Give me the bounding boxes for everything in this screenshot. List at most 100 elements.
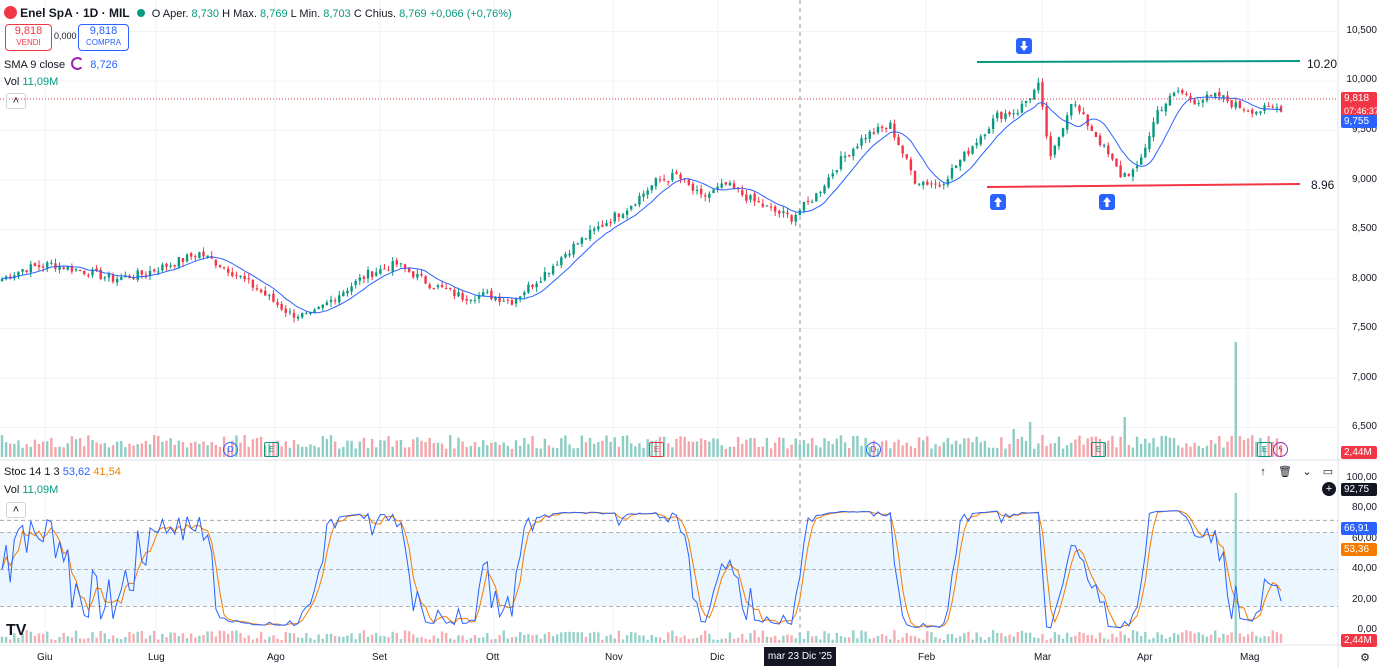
stoch-volume-bar (1148, 639, 1151, 643)
stoch-volume-bar (403, 630, 407, 643)
plus-icon[interactable]: + (1322, 482, 1336, 496)
candle-body (284, 308, 287, 313)
volume-bar (856, 435, 859, 457)
volume-bar (699, 438, 703, 457)
earnings-marker-icon[interactable]: E (1257, 442, 1272, 457)
stoch-volume-bar (518, 631, 522, 643)
flash-event-icon[interactable]: ϟ (1273, 442, 1288, 457)
volume-bar (99, 443, 102, 457)
stoch-volume-bar (1078, 631, 1081, 643)
stoch-volume-bar (1164, 638, 1168, 643)
volume-bar (543, 438, 547, 457)
stoch-volume-bar (362, 630, 366, 643)
stoch-volume-bar (231, 630, 234, 643)
volume-bar (514, 440, 518, 457)
stoch-volume-bar (399, 639, 403, 643)
candle-body (198, 252, 201, 259)
collapse-chevron-icon[interactable]: ˄ (6, 93, 26, 109)
volume-bar (66, 443, 70, 457)
volume-bar (1123, 417, 1126, 457)
earnings-marker-icon[interactable]: E (1091, 442, 1106, 457)
dividend-marker-icon[interactable]: D (223, 442, 238, 457)
candle-body (671, 172, 674, 181)
sma-label: SMA 9 close (4, 59, 66, 71)
volume-bar (782, 438, 785, 457)
volume-bar (358, 441, 361, 457)
vol-legend[interactable]: Vol 11,09M (4, 76, 58, 88)
settings-gear-icon[interactable]: ⚙ (1360, 652, 1370, 664)
candle-body (354, 280, 357, 286)
stoch-volume-bar (1176, 634, 1180, 643)
trash-icon[interactable]: 🗑 (1278, 466, 1292, 478)
volume-bar (1209, 439, 1213, 457)
candle-body (1172, 92, 1176, 96)
resistance-label[interactable]: 10.20 (1307, 57, 1338, 71)
earnings-marker-icon[interactable]: E (649, 442, 664, 457)
candle-body (350, 286, 353, 292)
volume-bar (457, 437, 460, 457)
stoch-volume-bar (1255, 635, 1258, 643)
stoch-volume-bar (922, 639, 925, 643)
dividend-marker-icon[interactable]: D (866, 442, 881, 457)
stoch-volume-bar (161, 633, 164, 643)
stoch-volume-bar (971, 639, 974, 643)
volume-bar (708, 441, 711, 457)
volume-bar (1041, 435, 1044, 457)
candle-body (111, 274, 115, 282)
volume-bar (753, 438, 756, 457)
volume-bar (41, 441, 45, 457)
stoch-volume-bar (580, 632, 584, 643)
candle-body (642, 193, 645, 197)
stoch-volume-bar (1065, 632, 1069, 643)
candle-body (880, 126, 884, 128)
stoch-tick: 80,00 (1351, 502, 1377, 513)
volume-bar (218, 446, 222, 457)
candle-body (1049, 136, 1052, 157)
candle-body (868, 131, 871, 139)
stoch-volume-bar (954, 637, 958, 643)
buy-button[interactable]: 9,818 COMPRA (78, 24, 129, 51)
volume-bar (588, 437, 592, 457)
stoch-volume-bar (839, 636, 843, 643)
support-label[interactable]: 8.96 (1311, 178, 1335, 192)
candle-body (712, 189, 715, 194)
up-arrow-icon[interactable]: ↑ (1260, 466, 1266, 478)
stoch-vol-legend[interactable]: Vol 11,09M (4, 484, 58, 496)
stoch-volume-bar (214, 636, 218, 643)
stoch-collapse-chevron-icon[interactable]: ˄ (6, 502, 26, 518)
candle-body (753, 193, 756, 202)
candle-body (1016, 113, 1019, 115)
stoch-volume-bar (494, 638, 497, 643)
earnings-marker-icon[interactable]: E (264, 442, 279, 457)
stoch-legend[interactable]: Stoc 14 1 3 53,62 41,54 (4, 466, 121, 478)
volume-bar (815, 445, 818, 457)
stoch-volume-bar (942, 639, 945, 643)
stoch-volume-bar (843, 637, 847, 643)
sell-button[interactable]: 9,818 VENDI (5, 24, 52, 51)
maximize-icon[interactable]: ▭ (1322, 466, 1334, 478)
volume-bar (560, 438, 563, 457)
candle-body (720, 183, 723, 188)
stoch-volume-bar (366, 636, 370, 643)
volume-bar (243, 435, 246, 457)
candle-body (1000, 111, 1003, 119)
stoch-volume-bar (1119, 631, 1122, 643)
stoch-volume-bar (354, 639, 357, 643)
volume-bar (317, 447, 320, 457)
symbol-title[interactable]: Enel SpA · 1D · MIL (20, 6, 130, 20)
candle-body (46, 262, 49, 269)
volume-bar (1045, 445, 1048, 457)
sma-legend[interactable]: SMA 9 close 8,726 (4, 57, 118, 71)
stoch-volume-bar (218, 630, 222, 643)
volume-bar (276, 440, 279, 457)
candle-body (847, 155, 851, 157)
candle-body (490, 290, 493, 299)
volume-bar (650, 440, 653, 457)
candle-body (1115, 158, 1118, 167)
eye-off-icon[interactable]: ⌄ (1302, 466, 1312, 478)
volume-bar (831, 444, 834, 457)
candle-body (802, 201, 806, 211)
candle-body (901, 145, 904, 154)
volume-bar (502, 442, 505, 457)
